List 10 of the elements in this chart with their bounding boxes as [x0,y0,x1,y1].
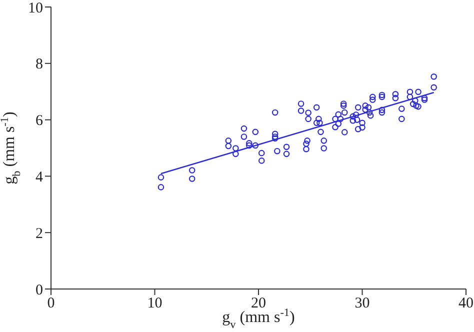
y-tick-label: 8 [36,56,43,73]
x-tick-label: 10 [147,296,162,312]
x-tick-label: 30 [354,296,370,312]
x-tick-label: 40 [458,296,474,312]
y-tick-label: 10 [28,0,43,16]
y-tick-label: 0 [36,282,43,298]
y-tick-label: 4 [36,170,44,186]
y-tick-label: 2 [36,226,43,242]
x-tick-label: 0 [47,296,55,312]
y-tick-label: 6 [36,113,44,130]
